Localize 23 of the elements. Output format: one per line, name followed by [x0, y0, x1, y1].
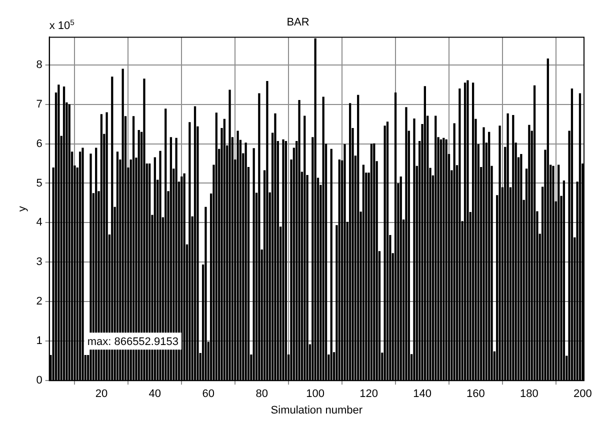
- x-tick-label: 200: [573, 388, 592, 400]
- annotation: max: 866552.9153: [87, 336, 178, 348]
- y-tick-label: 1: [36, 335, 42, 348]
- y-axis-title: y: [16, 206, 29, 212]
- x-axis-title: Simulation number: [270, 404, 363, 416]
- x-tick-label: 60: [202, 388, 215, 400]
- x-tick-label: 80: [256, 388, 268, 400]
- y-tick-label: 3: [36, 256, 42, 268]
- y-tick-label: 0: [36, 374, 42, 387]
- y-tick-label: 5: [36, 177, 42, 190]
- x-tick-label: 160: [466, 388, 485, 400]
- x-tick-label: 100: [306, 388, 324, 400]
- x-tick-label: 180: [520, 388, 538, 400]
- x-tick-label: 20: [95, 388, 108, 400]
- y-tick-label: 4: [36, 216, 42, 229]
- x-tick-label: 40: [148, 388, 162, 400]
- chart-title: BAR: [286, 16, 310, 29]
- y-tick-label: 8: [36, 58, 42, 71]
- y-tick-label: 7: [36, 98, 42, 110]
- x-tick-label: 120: [360, 388, 378, 400]
- x-tick-label: 140: [413, 388, 432, 400]
- y-tick-label: 6: [36, 138, 42, 150]
- y-tick-label: 2: [36, 296, 42, 308]
